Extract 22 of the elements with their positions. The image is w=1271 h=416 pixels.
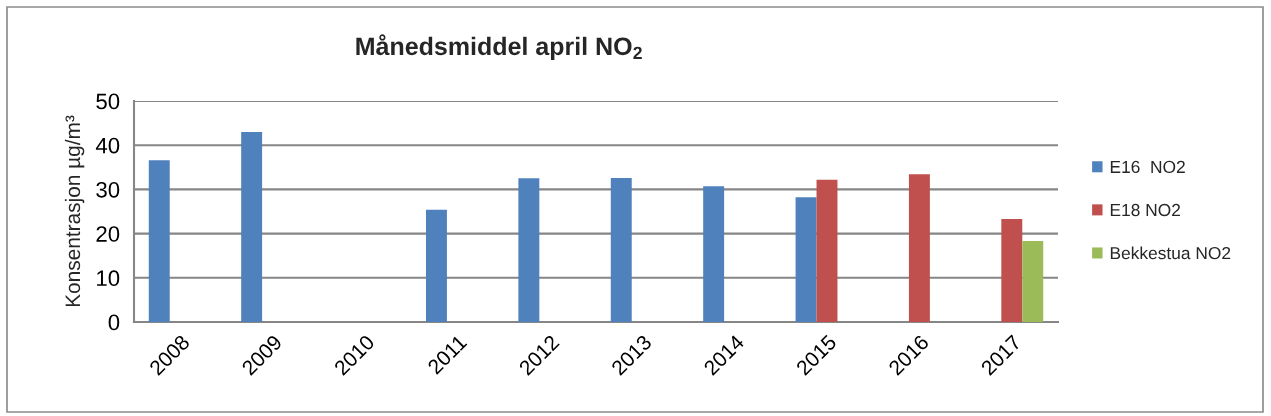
y-tick-label: 0 bbox=[108, 314, 120, 331]
bar bbox=[241, 131, 263, 322]
legend-label: Bekkestua NO2 bbox=[1110, 246, 1231, 260]
legend-label: E18 NO2 bbox=[1110, 203, 1181, 217]
chart-title: Månedsmiddel april NO$_{2}$ bbox=[356, 34, 642, 61]
bar bbox=[148, 160, 170, 322]
bar bbox=[610, 177, 632, 322]
legend-label: E16 NO2 bbox=[1110, 160, 1185, 174]
bar bbox=[518, 178, 540, 322]
y-tick-label: 50 bbox=[96, 93, 120, 110]
bar bbox=[795, 197, 817, 322]
y-tick-label: 30 bbox=[96, 181, 120, 198]
bar bbox=[816, 179, 838, 322]
bar bbox=[425, 209, 447, 322]
y-tick-label: 10 bbox=[97, 270, 120, 287]
y-tick-label: 40 bbox=[95, 137, 120, 154]
bar bbox=[703, 186, 725, 322]
bar bbox=[908, 174, 930, 322]
bar bbox=[1001, 219, 1023, 322]
y-axis-title: Konsentrasjon µg/m³ bbox=[64, 115, 85, 307]
y-tick-label: 20 bbox=[96, 226, 120, 242]
bar bbox=[1022, 241, 1044, 322]
